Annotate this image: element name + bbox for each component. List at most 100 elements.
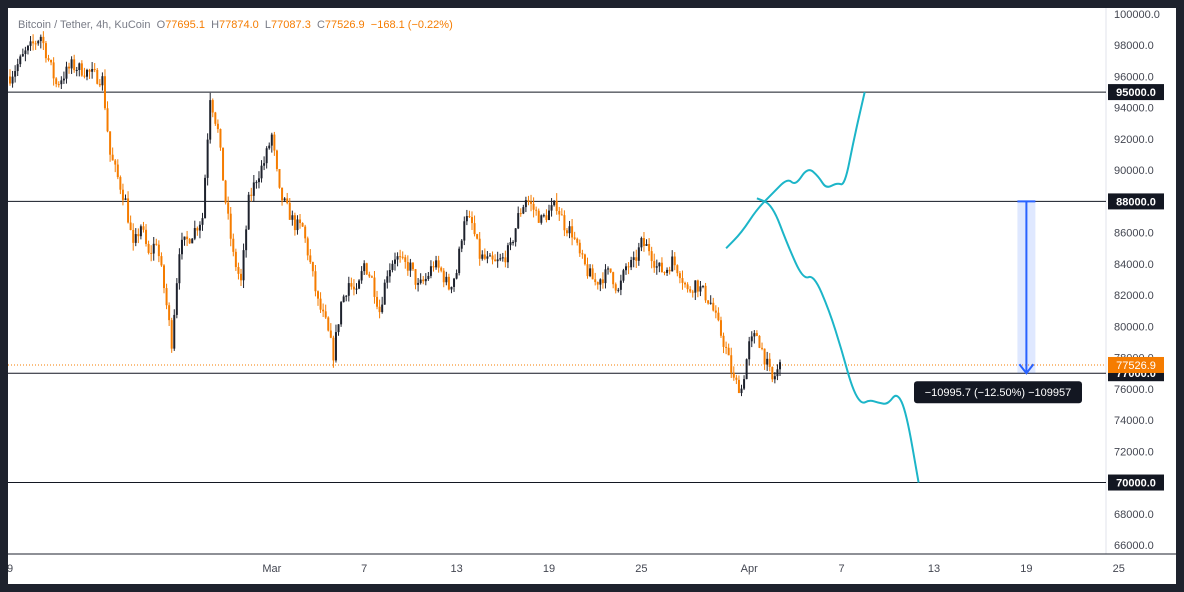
candle-body (653, 261, 656, 268)
candle-body (622, 270, 625, 281)
candle-body (666, 269, 669, 273)
candle-body (106, 108, 109, 132)
candle-body (691, 291, 694, 293)
candle-body (229, 213, 232, 239)
candle-body (404, 257, 407, 262)
price-tick-label: 82000.0 (1114, 290, 1154, 302)
candle-body (50, 59, 53, 63)
candle-body (576, 238, 579, 243)
candle-body (527, 200, 530, 202)
candle-body (222, 147, 225, 181)
time-tick-label: Mar (262, 563, 281, 575)
candle-body (304, 226, 307, 239)
candle-body (445, 276, 448, 283)
candle-body (9, 76, 11, 84)
candle-body (766, 358, 769, 365)
candle-body (340, 302, 343, 325)
candle-body (78, 63, 81, 71)
candle-body (625, 266, 627, 271)
candle-body (121, 189, 124, 200)
candle-body (571, 226, 574, 238)
candle-body (376, 296, 379, 307)
candle-body (237, 267, 240, 274)
symbol-legend: Bitcoin / Tether, 4h, KuCoin O77695.1 H7… (18, 19, 453, 31)
candle-body (773, 376, 776, 380)
price-tick-label: 92000.0 (1114, 134, 1154, 146)
candle-body (553, 200, 556, 206)
candle-body (396, 256, 399, 260)
chart-panel: 66000.0 68000.0 70000.0 72000.0 74000.0 76000… (8, 8, 1176, 584)
candle-body (473, 223, 476, 235)
candle-body (417, 282, 420, 285)
candle-body (617, 289, 620, 291)
candle-body (678, 273, 681, 279)
candle-body (722, 335, 725, 347)
candle-body (324, 311, 327, 318)
candle-body (483, 254, 486, 259)
candle-body (560, 214, 563, 216)
candle-body (763, 348, 766, 365)
candle-body (512, 242, 515, 244)
candle-body (358, 280, 361, 289)
candle-body (465, 216, 468, 222)
candle-body (283, 198, 286, 201)
candle-body (301, 223, 304, 227)
projection-path (756, 197, 920, 483)
price-chart[interactable]: 66000.0 68000.0 70000.0 72000.0 74000.0 76000… (8, 8, 1176, 584)
candle-body (257, 178, 260, 183)
candle-body (80, 63, 83, 76)
candle-body (696, 280, 699, 292)
candle-body (519, 213, 522, 215)
candle-body (147, 243, 150, 253)
candle-body (437, 260, 440, 268)
candle-body (663, 272, 666, 274)
plot-area: 66000.0 68000.0 70000.0 72000.0 74000.0 76000… (8, 8, 1176, 575)
candle-body (686, 284, 689, 290)
candle-body (671, 256, 674, 272)
candle-body (432, 266, 435, 268)
candle-body (743, 379, 746, 389)
candle-body (137, 234, 140, 237)
candle-body (509, 242, 512, 246)
candle-body (350, 283, 353, 287)
candle-body (458, 248, 461, 274)
candle-body (745, 359, 748, 380)
price-tick-label: 86000.0 (1114, 228, 1154, 240)
symbol-title: Bitcoin / Tether, 4h, KuCoin (18, 19, 151, 31)
time-tick-label: 13 (450, 563, 462, 575)
candle-body (165, 288, 168, 306)
candle-body (463, 221, 466, 241)
candle-body (204, 177, 207, 219)
candle-body (247, 194, 250, 230)
candle-body (388, 270, 391, 277)
candle-body (442, 270, 445, 283)
candle-body (47, 58, 50, 60)
candle-body (542, 215, 545, 217)
candle-body (740, 388, 743, 394)
candle-body (699, 286, 702, 292)
candle-body (232, 238, 235, 252)
candle-body (214, 112, 217, 124)
candle-body (260, 165, 263, 179)
candle-body (70, 59, 73, 69)
candle-body (517, 213, 520, 229)
candle-body (779, 362, 781, 370)
candle-body (399, 256, 402, 258)
candle-body (21, 54, 24, 57)
candle-body (88, 69, 91, 72)
candle-body (32, 41, 35, 44)
candle-body (129, 222, 132, 231)
price-tick-label: 96000.0 (1114, 71, 1154, 83)
candle-body (447, 276, 450, 290)
candle-body (314, 271, 317, 292)
candle-body (299, 219, 302, 224)
candle-body (252, 182, 255, 196)
candle-body (563, 215, 566, 231)
candle-body (619, 280, 622, 290)
candle-body (42, 36, 45, 44)
measure-arrow-icon (1018, 363, 1035, 375)
candle-body (134, 234, 137, 243)
candle-body (627, 266, 630, 268)
candle-body (306, 238, 309, 256)
candle-body (188, 239, 191, 244)
